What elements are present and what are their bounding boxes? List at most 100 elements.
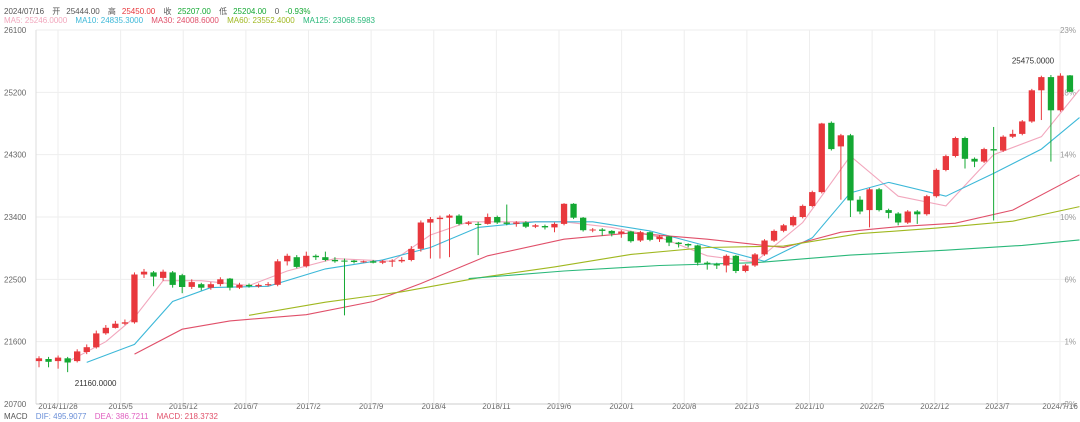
ma-legend-item: MA10: 24835.3000: [75, 16, 144, 25]
max-value-annotation: 25475.0000: [1012, 56, 1055, 65]
x-tick-label: 2016/7: [234, 402, 259, 411]
macd-value: MACD: 218.3732: [156, 412, 219, 421]
header-change-pct: -0.93%: [285, 7, 311, 16]
candle-body: [341, 260, 348, 262]
candle-body: [694, 245, 701, 263]
candle-body: [1047, 77, 1055, 111]
x-tick-label: 2020/8: [672, 402, 697, 411]
candle-body: [1000, 136, 1007, 151]
candle-body: [513, 222, 520, 224]
y-tick-label: 21600: [4, 338, 27, 347]
right-tick-label: 14%: [1060, 151, 1076, 160]
ma-line-ma125: [468, 239, 1080, 280]
candle-body: [713, 264, 720, 266]
candle-body: [436, 217, 444, 220]
candle-body: [599, 229, 606, 231]
candle-body: [312, 255, 319, 258]
candle-body: [923, 196, 930, 215]
candle-body: [64, 358, 71, 363]
candle-body: [455, 215, 463, 224]
right-tick-label: 23%: [1060, 26, 1076, 35]
candle-body: [560, 203, 568, 224]
candle-body: [971, 158, 978, 162]
candle-body: [245, 284, 253, 287]
candle-body: [665, 236, 673, 243]
header-close-label: 收: [163, 7, 172, 16]
y-tick-label: 26100: [4, 26, 27, 35]
candle-body: [446, 215, 453, 218]
candle-body: [608, 230, 615, 234]
candle-body: [1057, 75, 1064, 111]
x-tick-label: 2021/10: [795, 402, 824, 411]
candle-body: [875, 189, 883, 211]
candle-body: [885, 210, 892, 213]
candle-body: [83, 347, 90, 352]
candle-body: [54, 357, 62, 362]
candle-body: [408, 248, 415, 260]
x-tick-label: 2023/7: [985, 402, 1010, 411]
candle-body: [484, 217, 491, 224]
header-low-label: 低: [219, 7, 228, 16]
ma-legend-item: MA5: 25246.0000: [4, 16, 68, 25]
candle-body: [818, 123, 825, 193]
y-tick-label: 20700: [4, 400, 27, 409]
candle-body: [102, 327, 109, 334]
candle-body: [322, 257, 329, 260]
x-tick-label: 2015/5: [108, 402, 133, 411]
candle-body: [895, 213, 902, 223]
candle-body: [770, 230, 778, 241]
candle-body: [790, 217, 797, 226]
x-tick-label: 2018/11: [482, 402, 511, 411]
candle-body: [761, 240, 768, 255]
candle-body: [417, 222, 424, 249]
candle-body: [45, 359, 52, 362]
ma-legend-item: MA30: 24008.6000: [151, 16, 219, 25]
x-tick-label: 2015/12: [169, 402, 198, 411]
x-tick-label: 2022/5: [860, 402, 885, 411]
candle-body: [1009, 133, 1016, 137]
candle-body: [35, 358, 43, 362]
y-tick-label: 22500: [4, 275, 27, 284]
candle-body: [255, 284, 262, 287]
candle-body: [866, 189, 873, 211]
candle-body: [742, 265, 749, 271]
x-tick-label: 2019/6: [547, 402, 572, 411]
ma-legend-item: MA125: 23068.5983: [302, 16, 375, 25]
candle-body: [475, 223, 482, 225]
candle-body: [112, 323, 119, 328]
header-close: 25207.00: [177, 7, 211, 16]
candle-body: [904, 211, 911, 223]
candle-body: [914, 211, 921, 215]
candle-body: [226, 278, 234, 288]
candle-body: [675, 242, 682, 244]
candle-body: [379, 261, 386, 263]
candle-body: [370, 261, 377, 263]
candle-body: [398, 259, 405, 262]
candle-body: [198, 284, 205, 288]
candle-body: [427, 219, 434, 223]
candle-body: [637, 232, 644, 241]
x-tick-label: 2018/4: [422, 402, 447, 411]
candle-body: [961, 138, 969, 159]
candle-body: [1066, 75, 1074, 92]
x-tick-label: 2020/1: [609, 402, 634, 411]
candle-body: [933, 169, 940, 197]
candle-body: [1038, 77, 1045, 91]
candle-body: [160, 271, 167, 278]
candle-body: [570, 203, 577, 218]
candle-body: [131, 274, 138, 323]
candle-body: [360, 261, 367, 263]
ma-line-ma30: [134, 174, 1080, 355]
x-tick-label: 2022/12: [920, 402, 949, 411]
candle-body: [551, 223, 558, 228]
candle-body: [627, 231, 634, 242]
candle-body: [303, 255, 310, 267]
candle-body: [179, 275, 186, 287]
candle-body: [856, 199, 864, 212]
header-high: 25450.00: [121, 7, 156, 16]
candle-body: [350, 260, 358, 262]
ma-line-ma5: [67, 89, 1080, 363]
candle-body: [207, 284, 214, 288]
candle-body: [580, 217, 587, 231]
